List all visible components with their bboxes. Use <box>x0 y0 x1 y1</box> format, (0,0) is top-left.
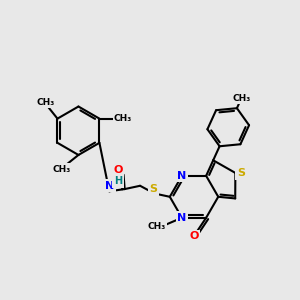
Text: CH₃: CH₃ <box>232 94 250 103</box>
Text: N: N <box>105 181 114 191</box>
Text: CH₃: CH₃ <box>148 222 166 231</box>
Text: CH₃: CH₃ <box>36 98 55 106</box>
Text: S: S <box>237 168 245 178</box>
Text: CH₃: CH₃ <box>53 165 71 174</box>
Text: N: N <box>177 213 187 223</box>
Text: CH₃: CH₃ <box>114 114 132 123</box>
Text: H: H <box>114 176 122 186</box>
Text: N: N <box>177 171 187 181</box>
Text: O: O <box>189 232 199 242</box>
Text: O: O <box>113 165 123 176</box>
Text: S: S <box>149 184 157 194</box>
